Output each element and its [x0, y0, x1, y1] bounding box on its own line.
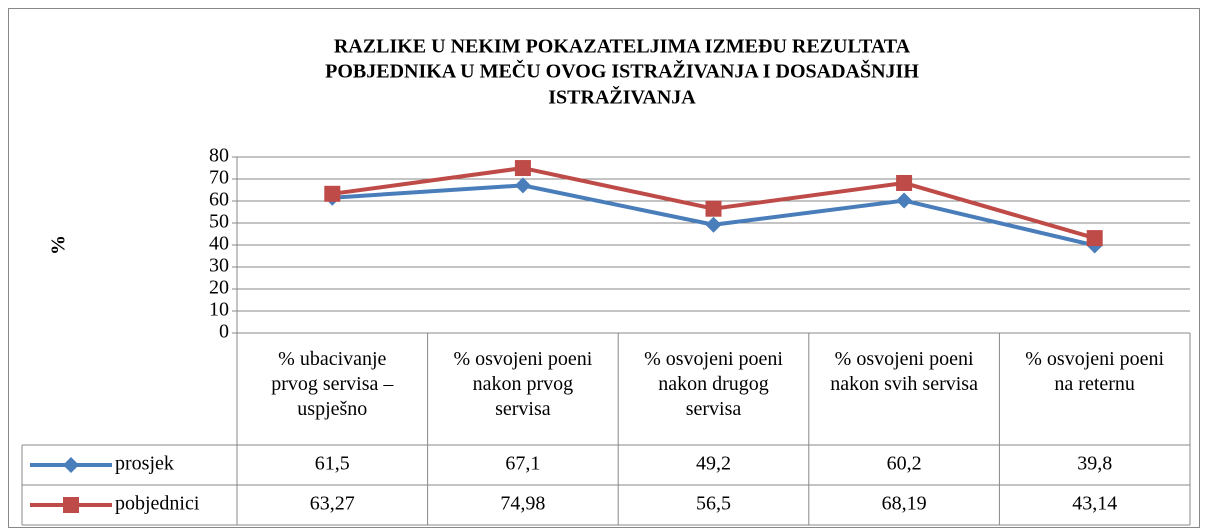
y-tick-label: 80 — [209, 145, 229, 167]
y-axis-label: % — [48, 235, 70, 255]
chart-border — [8, 8, 1200, 528]
y-tick-label: 10 — [209, 299, 229, 321]
data-label: 39,8 — [1077, 453, 1112, 475]
line-marker — [896, 192, 913, 209]
y-tick-label: 0 — [219, 321, 229, 343]
line-marker — [1086, 230, 1103, 247]
legend-label: prosjek — [115, 453, 174, 475]
line-marker — [896, 174, 913, 191]
line-marker — [705, 200, 722, 217]
y-tick-label: 30 — [209, 255, 229, 277]
data-label: 43,14 — [1072, 493, 1117, 515]
legend-marker — [63, 497, 79, 513]
data-label: 56,5 — [696, 493, 731, 515]
data-label: 63,27 — [310, 493, 355, 515]
y-tick-label: 40 — [209, 233, 229, 255]
x-tick-label: % osvojeni poeni nakon svih servisa — [830, 348, 978, 395]
legend-label: pobjednici — [115, 493, 200, 515]
y-tick-label: 60 — [209, 189, 229, 211]
line-marker — [705, 216, 722, 233]
x-tick-label: % osvojeni poeni nakon drugog servisa — [644, 348, 783, 420]
x-tick-label: % osvojeni poeni nakon prvog servisa — [453, 348, 593, 420]
line-marker — [514, 177, 531, 194]
chart-title: ISTRAŽIVANJA — [548, 85, 696, 109]
data-label: 60,2 — [887, 453, 922, 475]
line-marker — [324, 185, 341, 202]
x-tick-label: % osvojeni poeni na reternu — [1025, 348, 1165, 395]
legend-marker — [63, 457, 79, 473]
data-label: 74,98 — [500, 493, 545, 515]
data-label: 68,19 — [882, 493, 927, 515]
x-tick-label: % ubacivanje prvog servisa – uspješno — [271, 348, 394, 420]
y-tick-label: 50 — [209, 211, 229, 233]
data-label: 61,5 — [315, 453, 350, 475]
line-marker — [514, 160, 531, 177]
y-tick-label: 70 — [209, 167, 229, 189]
data-label: 49,2 — [696, 453, 731, 475]
y-tick-label: 20 — [209, 277, 229, 299]
chart-title: POBJEDNIKA U MEČU OVOG ISTRAŽIVANJA I DO… — [325, 59, 919, 83]
data-label: 67,1 — [505, 453, 540, 475]
chart-title: RAZLIKE U NEKIM POKAZATELJIMA IZMEĐU REZ… — [334, 36, 911, 58]
